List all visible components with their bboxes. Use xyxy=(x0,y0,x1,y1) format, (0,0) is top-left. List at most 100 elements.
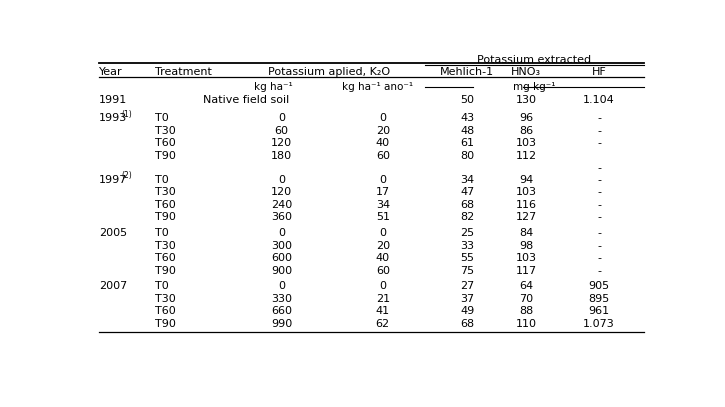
Text: Native field soil: Native field soil xyxy=(203,94,289,105)
Text: 51: 51 xyxy=(376,212,390,223)
Text: 40: 40 xyxy=(376,138,390,149)
Text: 43: 43 xyxy=(460,114,474,123)
Text: 96: 96 xyxy=(519,114,533,123)
Text: 80: 80 xyxy=(460,151,474,161)
Text: 37: 37 xyxy=(460,294,474,304)
Text: -: - xyxy=(597,241,601,251)
Text: -: - xyxy=(597,228,601,238)
Text: 70: 70 xyxy=(519,294,533,304)
Text: 600: 600 xyxy=(271,253,292,263)
Text: T60: T60 xyxy=(155,200,176,210)
Text: 961: 961 xyxy=(589,306,610,317)
Text: 61: 61 xyxy=(460,138,474,149)
Text: 20: 20 xyxy=(376,126,390,136)
Text: 60: 60 xyxy=(376,266,390,276)
Text: 110: 110 xyxy=(515,319,536,329)
Text: T90: T90 xyxy=(155,151,176,161)
Text: 50: 50 xyxy=(460,94,474,105)
Text: (2): (2) xyxy=(122,171,132,180)
Text: 180: 180 xyxy=(271,151,292,161)
Text: 21: 21 xyxy=(376,294,390,304)
Text: 75: 75 xyxy=(460,266,474,276)
Text: T30: T30 xyxy=(155,187,176,197)
Text: -: - xyxy=(597,212,601,223)
Text: Treatment: Treatment xyxy=(155,67,212,77)
Text: 895: 895 xyxy=(589,294,610,304)
Text: 0: 0 xyxy=(278,228,285,238)
Text: 41: 41 xyxy=(376,306,390,317)
Text: 905: 905 xyxy=(589,281,610,291)
Text: 117: 117 xyxy=(515,266,536,276)
Text: 62: 62 xyxy=(376,319,390,329)
Text: HF: HF xyxy=(592,67,607,77)
Text: 48: 48 xyxy=(460,126,474,136)
Text: 33: 33 xyxy=(460,241,474,251)
Text: 94: 94 xyxy=(519,175,533,185)
Text: T30: T30 xyxy=(155,241,176,251)
Text: 112: 112 xyxy=(515,151,536,161)
Text: 60: 60 xyxy=(376,151,390,161)
Text: kg ha⁻¹ ano⁻¹: kg ha⁻¹ ano⁻¹ xyxy=(341,82,413,92)
Text: 49: 49 xyxy=(460,306,474,317)
Text: 82: 82 xyxy=(460,212,474,223)
Text: 1997: 1997 xyxy=(99,175,128,185)
Text: 2005: 2005 xyxy=(99,228,127,238)
Text: Mehlich-1: Mehlich-1 xyxy=(440,67,494,77)
Text: 0: 0 xyxy=(379,114,386,123)
Text: 86: 86 xyxy=(519,126,533,136)
Text: 68: 68 xyxy=(460,200,474,210)
Text: T90: T90 xyxy=(155,212,176,223)
Text: 240: 240 xyxy=(271,200,292,210)
Text: 360: 360 xyxy=(271,212,292,223)
Text: T60: T60 xyxy=(155,253,176,263)
Text: 88: 88 xyxy=(519,306,533,317)
Text: T0: T0 xyxy=(155,175,169,185)
Text: T90: T90 xyxy=(155,266,176,276)
Text: T0: T0 xyxy=(155,228,169,238)
Text: 103: 103 xyxy=(515,253,536,263)
Text: T0: T0 xyxy=(155,114,169,123)
Text: -: - xyxy=(597,187,601,197)
Text: 68: 68 xyxy=(460,319,474,329)
Text: 1991: 1991 xyxy=(99,94,128,105)
Text: 0: 0 xyxy=(379,175,386,185)
Text: T30: T30 xyxy=(155,294,176,304)
Text: 660: 660 xyxy=(271,306,292,317)
Text: 127: 127 xyxy=(515,212,536,223)
Text: 20: 20 xyxy=(376,241,390,251)
Text: 1.104: 1.104 xyxy=(583,94,615,105)
Text: 116: 116 xyxy=(515,200,536,210)
Text: 25: 25 xyxy=(460,228,474,238)
Text: 103: 103 xyxy=(515,138,536,149)
Text: 27: 27 xyxy=(460,281,474,291)
Text: 0: 0 xyxy=(278,281,285,291)
Text: 64: 64 xyxy=(519,281,533,291)
Text: -: - xyxy=(597,164,601,173)
Text: T60: T60 xyxy=(155,138,176,149)
Text: 300: 300 xyxy=(271,241,292,251)
Text: -: - xyxy=(597,175,601,185)
Text: 47: 47 xyxy=(460,187,474,197)
Text: T60: T60 xyxy=(155,306,176,317)
Text: 55: 55 xyxy=(460,253,474,263)
Text: 2007: 2007 xyxy=(99,281,128,291)
Text: 130: 130 xyxy=(515,94,536,105)
Text: 98: 98 xyxy=(519,241,533,251)
Text: mg kg⁻¹: mg kg⁻¹ xyxy=(513,82,556,92)
Text: 0: 0 xyxy=(379,228,386,238)
Text: -: - xyxy=(597,126,601,136)
Text: 900: 900 xyxy=(271,266,292,276)
Text: 990: 990 xyxy=(271,319,292,329)
Text: -: - xyxy=(597,253,601,263)
Text: 1.073: 1.073 xyxy=(583,319,615,329)
Text: 0: 0 xyxy=(278,175,285,185)
Text: 34: 34 xyxy=(460,175,474,185)
Text: kg ha⁻¹: kg ha⁻¹ xyxy=(254,82,293,92)
Text: 60: 60 xyxy=(275,126,289,136)
Text: 120: 120 xyxy=(271,187,292,197)
Text: 330: 330 xyxy=(271,294,292,304)
Text: 17: 17 xyxy=(376,187,390,197)
Text: Potassium extracted: Potassium extracted xyxy=(478,55,592,66)
Text: 0: 0 xyxy=(278,114,285,123)
Text: 1993: 1993 xyxy=(99,114,128,123)
